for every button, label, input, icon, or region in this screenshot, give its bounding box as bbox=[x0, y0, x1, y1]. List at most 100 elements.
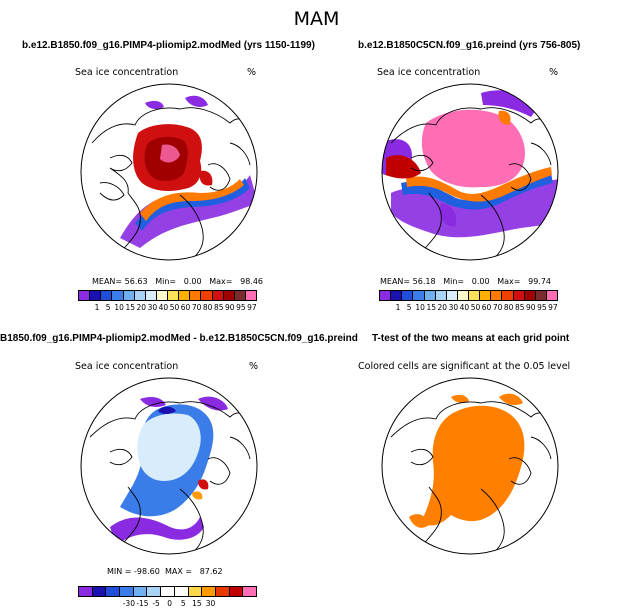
panel-2-colorbar-swatch bbox=[402, 291, 414, 300]
panel-2-tick-label: 70 bbox=[492, 303, 503, 312]
panel-1-tick-label: 40 bbox=[158, 303, 169, 312]
panel-3-colorbar-swatch bbox=[120, 587, 134, 596]
panel-2-units: % bbox=[549, 67, 559, 78]
panel-3-tick-label: -15 bbox=[136, 599, 149, 608]
panel-2-colorbar-swatch bbox=[469, 291, 481, 300]
panel-1-tick-label: 60 bbox=[180, 303, 191, 312]
panel-2-stats: MEAN= 56.18 Min= 0.00 Max= 99.74 bbox=[380, 277, 551, 286]
panel-2-colorbar-swatch bbox=[380, 291, 392, 300]
panel-2-tick-label: 1 bbox=[395, 303, 401, 312]
panel-2-colorbar-swatch bbox=[424, 291, 436, 300]
panel-2-colorbar-swatch bbox=[413, 291, 425, 300]
panel-1-min-label: Min= bbox=[155, 277, 177, 286]
panel-2-tick-label: 15 bbox=[426, 303, 437, 312]
panel-1-colorbar-swatch bbox=[134, 291, 146, 300]
panel-2-colorbar-swatch bbox=[446, 291, 458, 300]
panel-1-max: 98.46 bbox=[240, 277, 264, 286]
panel-2-max-label: Max= bbox=[497, 277, 521, 286]
panel-1-colorbar-swatch bbox=[90, 291, 102, 300]
panel-3-max-label: MAX = bbox=[164, 567, 193, 576]
panel-2-tick-label: 97 bbox=[548, 303, 558, 312]
panel-1-gin-sea bbox=[199, 170, 213, 186]
panel-2-tick-label: 40 bbox=[459, 303, 470, 312]
panel-2-ice-orange bbox=[406, 167, 552, 202]
panel-3-colorbar-swatch bbox=[229, 587, 244, 596]
panel-2-map bbox=[381, 83, 559, 261]
panel-2-subtitle: Sea ice concentration bbox=[377, 67, 481, 78]
panel-1-stats: MEAN= 56.63 Min= 0.00 Max= 98.46 bbox=[92, 277, 263, 286]
panel-1-colorbar-swatch bbox=[101, 291, 113, 300]
panel-3-tick-label: 5 bbox=[180, 599, 186, 608]
panel-2-colorbar-swatch bbox=[524, 291, 536, 300]
panel-1-colorbar-swatch bbox=[79, 291, 91, 300]
panel-1-tick-label: 1 bbox=[94, 303, 100, 312]
panel-3-units: % bbox=[249, 361, 259, 372]
panel-1-colorbar-swatch bbox=[112, 291, 124, 300]
panel-3-max: 87.62 bbox=[199, 567, 223, 576]
panel-3-colorbar-swatch bbox=[161, 587, 175, 596]
panel-2-colorbar-swatch bbox=[491, 291, 503, 300]
panel-2-tick-label: 30 bbox=[448, 303, 459, 312]
panel-3-tick-label: -5 bbox=[152, 599, 160, 608]
panel-1-tick-label: 80 bbox=[202, 303, 213, 312]
panel-2-tick-label: 90 bbox=[526, 303, 536, 312]
panel-1-mean: 56.63 bbox=[124, 277, 148, 286]
panel-2-colorbar-swatch bbox=[480, 291, 492, 300]
panel-2-colorbar-swatch bbox=[546, 291, 557, 300]
panel-4-title: T-test of the two means at each grid poi… bbox=[372, 333, 570, 344]
panel-1-tick-label: 70 bbox=[191, 303, 202, 312]
panel-1-colorbar-swatch bbox=[156, 291, 168, 300]
panel-3-colorbar-swatch bbox=[92, 587, 107, 596]
panel-1-tick-label: 30 bbox=[147, 303, 158, 312]
panel-4-significance-area bbox=[421, 405, 525, 526]
panel-3-title: B1850.f09_g16.PIMP4-pliomip2.modMed - b.… bbox=[0, 333, 358, 344]
panel-1-colorbar-swatch bbox=[168, 291, 180, 300]
figure-title: MAM bbox=[293, 8, 340, 30]
panel-2-colorbar-swatch bbox=[502, 291, 514, 300]
panel-2-tick-label: 10 bbox=[415, 303, 425, 312]
panel-2-colorbar-swatch bbox=[513, 291, 525, 300]
panel-1-colorbar bbox=[78, 290, 257, 301]
panel-1-colorbar-swatch bbox=[223, 291, 235, 300]
panel-1-min: 0.00 bbox=[183, 277, 202, 286]
panel-2-colorbar-swatch bbox=[457, 291, 469, 300]
panel-2-title: b.e12.B1850C5CN.f09_g16.preind (yrs 756-… bbox=[358, 40, 581, 51]
panel-1-units: % bbox=[247, 67, 257, 78]
panel-1-max-label: Max= bbox=[209, 277, 233, 286]
panel-3-colorbar-swatch bbox=[133, 587, 148, 596]
panel-1-coastline bbox=[91, 107, 257, 144]
panel-2-tick-label: 5 bbox=[406, 303, 412, 312]
panel-1-ice-blue bbox=[135, 178, 250, 231]
panel-1-colorbar-swatch bbox=[201, 291, 213, 300]
panel-1-tick-label: 95 bbox=[236, 303, 246, 312]
panel-4-map bbox=[381, 377, 559, 555]
panel-1-title: b.e12.B1850.f09_g16.PIMP4-pliomip2.modMe… bbox=[22, 40, 315, 51]
panel-1-subtitle: Sea ice concentration bbox=[75, 67, 179, 78]
panel-1-tick-label: 5 bbox=[105, 303, 111, 312]
panel-2-tick-label: 20 bbox=[437, 303, 448, 312]
panel-3-map bbox=[80, 377, 258, 555]
panel-2-colorbar-swatch bbox=[535, 291, 547, 300]
panel-3-tick-label: 0 bbox=[167, 599, 173, 608]
panel-1-colorbar-swatch bbox=[234, 291, 246, 300]
panel-2-max: 99.74 bbox=[528, 277, 552, 286]
panel-1-tick-label: 85 bbox=[213, 303, 224, 312]
panel-1-tick-label: 97 bbox=[247, 303, 257, 312]
panel-2-colorbar bbox=[379, 290, 558, 301]
panel-3-colorbar-swatch bbox=[202, 587, 216, 596]
panel-1-colorbar-swatch bbox=[212, 291, 224, 300]
panel-2-colorbar-swatch bbox=[391, 291, 403, 300]
panel-4-subtitle: Colored cells are significant at the 0.0… bbox=[358, 361, 571, 372]
panel-3-tick-label: 30 bbox=[205, 599, 216, 608]
panel-3-colorbar-swatch bbox=[106, 587, 121, 596]
panel-1-tick-label: 50 bbox=[169, 303, 180, 312]
panel-1-mean-label: MEAN= bbox=[92, 277, 123, 286]
panel-3-colorbar-swatch bbox=[243, 587, 256, 596]
panel-3-min: -98.60 bbox=[134, 567, 160, 576]
panel-2-tick-label: 80 bbox=[503, 303, 514, 312]
panel-3-min-label: MIN = bbox=[107, 567, 132, 576]
panel-1-tick-label: 15 bbox=[125, 303, 136, 312]
panel-3-diff-purple bbox=[110, 517, 204, 545]
panel-3-colorbar-swatch bbox=[79, 587, 93, 596]
panel-1-tick-label: 90 bbox=[225, 303, 235, 312]
